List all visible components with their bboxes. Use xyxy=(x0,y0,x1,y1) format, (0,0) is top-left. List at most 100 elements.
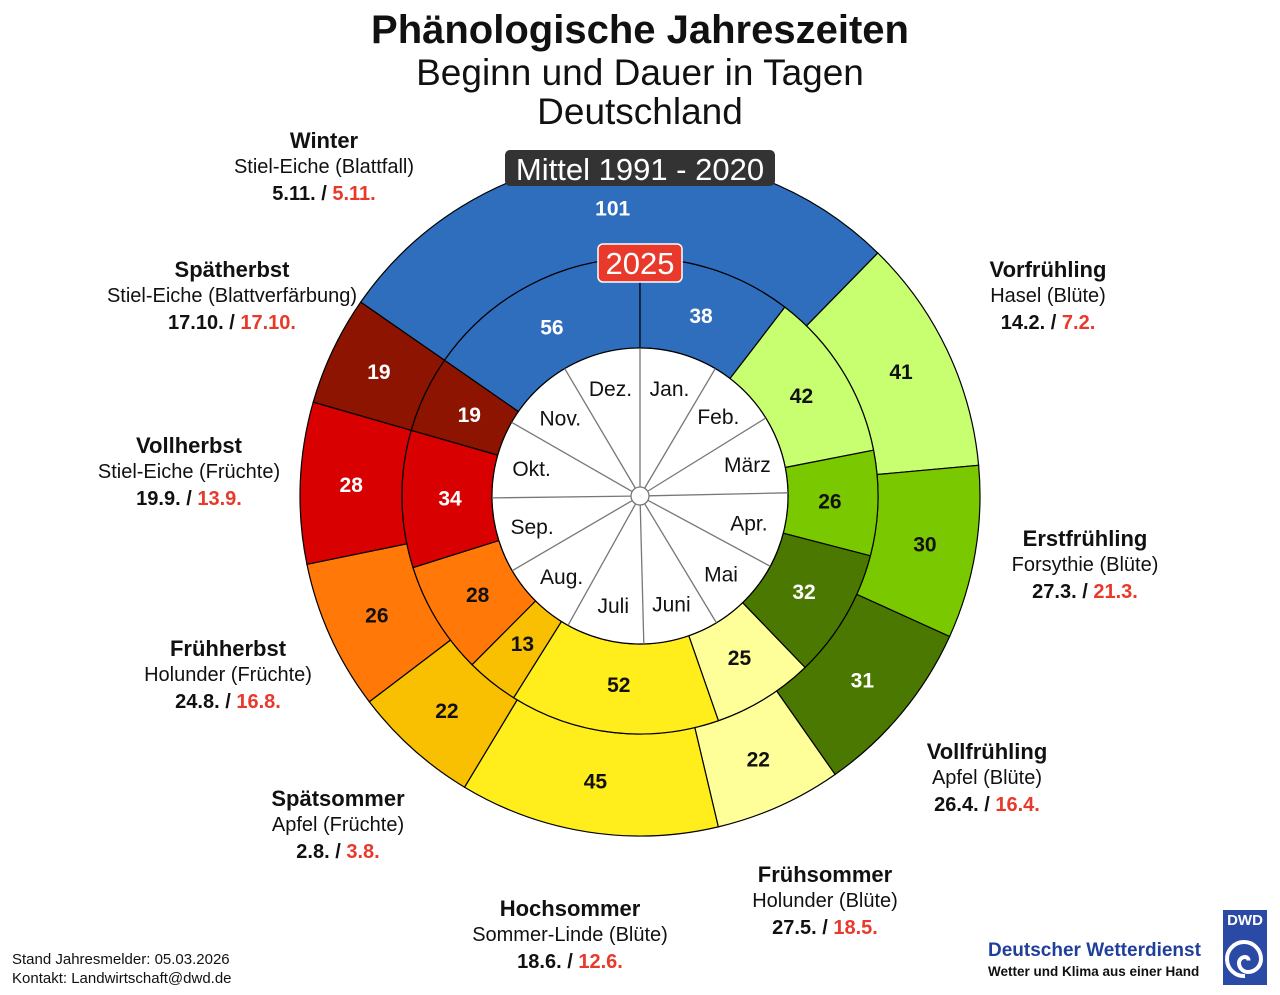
month-divider xyxy=(648,492,788,497)
center-circle xyxy=(630,486,650,506)
month-label: Apr. xyxy=(730,512,767,535)
season-label-Hochsommer: Hochsommer Sommer-Linde (Blüte) 18.6. / … xyxy=(390,895,750,976)
inner-value-label: 42 xyxy=(790,385,813,408)
month-divider xyxy=(639,504,645,644)
stand-date: Stand Jahresmelder: 05.03.2026 xyxy=(12,951,230,968)
season-label-Winter: Winter Stiel-Eiche (Blattfall) 5.11. / 5… xyxy=(144,127,504,208)
season-label-Spätsommer: Spätsommer Apfel (Früchte) 2.8. / 3.8. xyxy=(158,785,518,866)
season-name: Spätsommer xyxy=(271,786,405,811)
start-2025: 5.11. xyxy=(332,183,376,205)
season-name: Vorfrühling xyxy=(989,257,1107,282)
month-label: März xyxy=(724,454,771,477)
season-name: Erstfrühling xyxy=(1022,526,1148,551)
inner-value-label: 28 xyxy=(466,584,490,607)
inner-value-label: 26 xyxy=(818,491,841,514)
outer-value-label: 41 xyxy=(889,361,913,384)
mean-period-label: Mittel 1991 - 2020 xyxy=(516,152,764,187)
month-label: Juni xyxy=(652,594,691,617)
month-divider xyxy=(644,503,717,624)
season-label-Frühherbst: Frühherbst Holunder (Früchte) 24.8. / 16… xyxy=(48,635,408,716)
start-mean: 27.5. xyxy=(772,917,817,939)
inner-value-label: 38 xyxy=(689,305,713,328)
season-indicator: Stiel-Eiche (Blattverfärbung) xyxy=(106,285,358,307)
logo-slogan: Wetter und Klima aus einer Hand xyxy=(988,964,1200,979)
start-mean: 14.2. xyxy=(1000,312,1046,334)
month-divider xyxy=(564,368,636,489)
start-mean: 17.10. xyxy=(168,312,224,334)
start-2025: 7.2. xyxy=(1061,312,1096,334)
month-divider xyxy=(644,368,716,489)
month-label: Sep. xyxy=(510,516,553,539)
start-mean: 27.3. xyxy=(1032,581,1077,603)
season-name: Frühherbst xyxy=(169,636,287,661)
inner-value-label: 34 xyxy=(438,487,462,510)
season-name: Spätherbst xyxy=(174,257,290,282)
dwd-logo-icon: DWD xyxy=(1223,910,1267,985)
season-label-Frühsommer: Frühsommer Holunder (Blüte) 27.5. / 18.5… xyxy=(645,861,1005,942)
season-indicator: Holunder (Blüte) xyxy=(752,890,898,912)
start-2025: 21.3. xyxy=(1093,581,1138,603)
start-mean: 24.8. xyxy=(175,691,220,713)
start-mean: 2.8. xyxy=(296,841,330,863)
start-2025: 17.10. xyxy=(240,312,296,334)
start-2025: 3.8. xyxy=(346,841,380,863)
footer: Stand Jahresmelder: 05.03.2026 Kontakt: … xyxy=(12,950,232,988)
contact: Kontakt: Landwirtschaft@dwd.de xyxy=(12,970,232,987)
month-divider xyxy=(511,499,633,572)
month-label: Nov. xyxy=(539,407,581,430)
season-indicator: Holunder (Früchte) xyxy=(144,664,312,686)
outer-value-label: 31 xyxy=(851,670,875,693)
inner-value-label: 13 xyxy=(511,633,534,656)
outer-value-label: 101 xyxy=(595,197,630,220)
chart-region: Deutschland xyxy=(537,91,743,132)
start-2025: 13.9. xyxy=(197,488,242,510)
month-divider xyxy=(567,503,637,626)
outer-value-label: 30 xyxy=(913,533,936,556)
month-divider xyxy=(647,417,767,492)
month-divider xyxy=(492,495,632,499)
outer-value-label: 28 xyxy=(340,474,364,497)
month-label: Dez. xyxy=(589,378,632,401)
inner-value-label: 19 xyxy=(458,404,481,427)
season-name: Winter xyxy=(289,128,359,153)
season-indicator: Hasel (Blüte) xyxy=(990,285,1106,307)
month-label: Okt. xyxy=(512,458,551,481)
season-label-Vollherbst: Vollherbst Stiel-Eiche (Früchte) 19.9. /… xyxy=(9,432,369,513)
inner-value-label: 56 xyxy=(540,317,563,340)
chart-subtitle: Beginn und Dauer in Tagen xyxy=(416,52,864,93)
season-indicator: Apfel (Blüte) xyxy=(931,767,1043,789)
season-indicator: Sommer-Linde (Blüte) xyxy=(472,924,668,946)
season-indicator: Apfel (Früchte) xyxy=(271,814,405,836)
inner-value-label: 52 xyxy=(607,674,630,697)
month-divider xyxy=(647,499,771,567)
outer-value-label: 26 xyxy=(365,604,388,627)
year-label: 2025 xyxy=(606,246,675,281)
month-divider xyxy=(511,421,633,493)
inner-value-label: 32 xyxy=(792,581,815,604)
season-label-Vollfrühling: Vollfrühling Apfel (Blüte) 26.4. / 16.4. xyxy=(807,738,1167,819)
month-label: Jan. xyxy=(650,378,690,401)
logo-name: Deutscher Wetterdienst xyxy=(988,940,1201,961)
start-2025: 16.4. xyxy=(995,794,1040,816)
season-name: Vollfrühling xyxy=(926,739,1048,764)
season-name: Vollherbst xyxy=(136,433,242,458)
start-mean: 19.9. xyxy=(136,488,181,510)
dwd-logo-text: Deutscher Wetterdienst Wetter und Klima … xyxy=(988,940,1201,979)
outer-value-label: 45 xyxy=(584,771,608,794)
year-badge xyxy=(597,243,683,283)
month-label: Juli xyxy=(598,595,630,618)
month-label: Mai xyxy=(704,563,738,586)
season-name: Frühsommer xyxy=(757,862,893,887)
month-label: Feb. xyxy=(697,406,739,429)
season-indicator: Stiel-Eiche (Blattfall) xyxy=(233,156,415,178)
start-mean: 18.6. xyxy=(517,951,562,973)
season-label-Spätherbst: Spätherbst Stiel-Eiche (Blattverfärbung)… xyxy=(52,256,412,337)
outer-value-label: 19 xyxy=(367,361,390,384)
start-2025: 16.8. xyxy=(236,691,281,713)
logo-mark: DWD xyxy=(1227,912,1263,929)
season-name: Hochsommer xyxy=(499,896,641,921)
start-2025: 12.6. xyxy=(578,951,623,973)
outer-value-label: 22 xyxy=(747,749,770,772)
